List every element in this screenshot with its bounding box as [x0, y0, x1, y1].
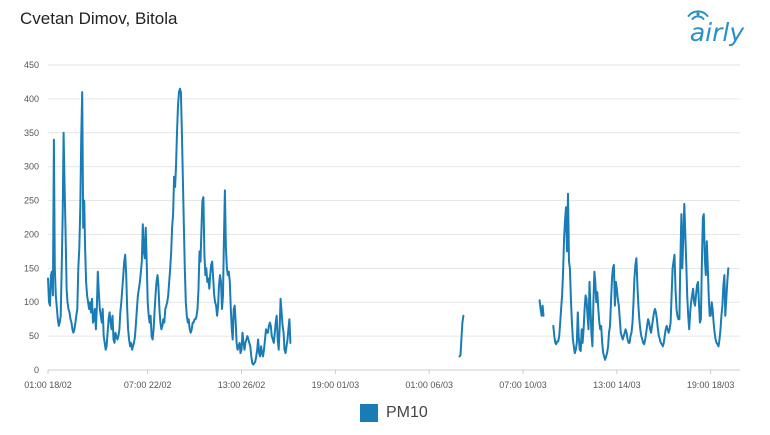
- x-tick-label: 01:00 18/02: [24, 380, 72, 390]
- x-tick-label: 07:00 22/02: [124, 380, 172, 390]
- y-tick-label: 450: [24, 60, 39, 70]
- series-line-pm10: [47, 87, 292, 366]
- series-line-pm10: [458, 314, 465, 358]
- y-tick-label: 0: [34, 365, 39, 375]
- legend-swatch: [360, 404, 378, 422]
- x-tick-label: 07:00 10/03: [499, 380, 547, 390]
- y-tick-label: 150: [24, 263, 39, 273]
- legend-label-pm10: PM10: [386, 404, 428, 421]
- legend[interactable]: PM10: [360, 404, 428, 422]
- y-tick-label: 400: [24, 94, 39, 104]
- y-tick-label: 300: [24, 162, 39, 172]
- x-tick-label: 01:00 06/03: [405, 380, 453, 390]
- page-title: Cvetan Dimov, Bitola: [20, 9, 178, 28]
- x-tick-label: 13:00 14/03: [593, 380, 641, 390]
- x-axis-ticks: 01:00 18/02 07:00 22/02 13:00 26/02 19:00 0…: [24, 370, 734, 390]
- series-line-pm10: [552, 192, 730, 361]
- y-tick-label: 100: [24, 297, 39, 307]
- y-tick-label: 200: [24, 229, 39, 239]
- x-tick-label: 19:00 18/03: [687, 380, 735, 390]
- airly-logo-wifi-icon: [687, 10, 709, 20]
- y-tick-label: 350: [24, 128, 39, 138]
- y-tick-label: 50: [29, 331, 39, 341]
- airly-logo-text: airly: [690, 18, 745, 47]
- pm10-series: [47, 87, 730, 366]
- x-tick-label: 19:00 01/03: [312, 380, 360, 390]
- series-line-pm10: [538, 299, 545, 317]
- y-axis-ticks: 0 50 100 150 200 250 300 350 400 450: [24, 60, 39, 375]
- airly-logo: airly: [687, 10, 745, 47]
- x-tick-label: 13:00 26/02: [218, 380, 266, 390]
- y-tick-label: 250: [24, 196, 39, 206]
